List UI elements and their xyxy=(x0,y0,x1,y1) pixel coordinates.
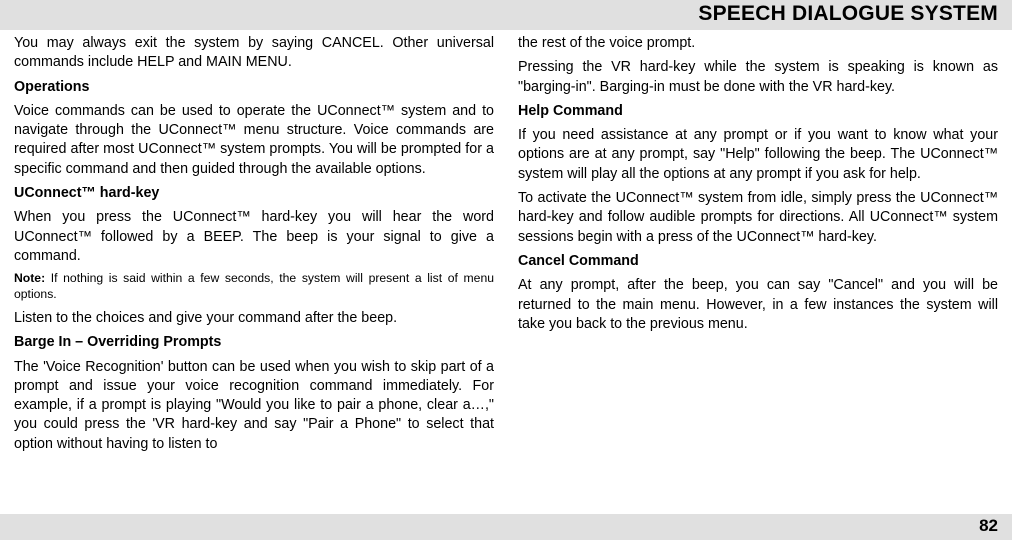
section-heading: Help Command xyxy=(518,102,998,121)
content-area: You may always exit the system by saying… xyxy=(0,30,1012,459)
body-paragraph: At any prompt, after the beep, you can s… xyxy=(518,276,998,334)
body-paragraph: To activate the UConnect™ system from id… xyxy=(518,189,998,247)
section-heading: Cancel Command xyxy=(518,252,998,271)
body-paragraph: Listen to the choices and give your comm… xyxy=(14,309,494,328)
body-paragraph: the rest of the voice prompt. xyxy=(518,34,998,53)
body-paragraph: If you need assistance at any prompt or … xyxy=(518,126,998,184)
section-heading: Barge In – Overriding Prompts xyxy=(14,333,494,352)
body-paragraph: When you press the UConnect™ hard-key yo… xyxy=(14,208,494,266)
note-text: If nothing is said within a few seconds,… xyxy=(14,271,494,301)
page-header: SPEECH DIALOGUE SYSTEM xyxy=(0,0,1012,30)
left-column: You may always exit the system by saying… xyxy=(14,34,494,459)
right-column: the rest of the voice prompt. Pressing t… xyxy=(518,34,998,459)
note-paragraph: Note: If nothing is said within a few se… xyxy=(14,271,494,303)
note-label: Note: xyxy=(14,271,45,285)
body-paragraph: The 'Voice Recognition' button can be us… xyxy=(14,358,494,454)
body-paragraph: Pressing the VR hard-key while the syste… xyxy=(518,58,998,97)
section-heading: UConnect™ hard-key xyxy=(14,184,494,203)
body-paragraph: Voice commands can be used to operate th… xyxy=(14,102,494,179)
header-title: SPEECH DIALOGUE SYSTEM xyxy=(698,2,998,25)
page-footer: 82 xyxy=(0,514,1012,540)
section-heading: Operations xyxy=(14,78,494,97)
body-paragraph: You may always exit the system by saying… xyxy=(14,34,494,73)
page-number: 82 xyxy=(979,516,998,535)
